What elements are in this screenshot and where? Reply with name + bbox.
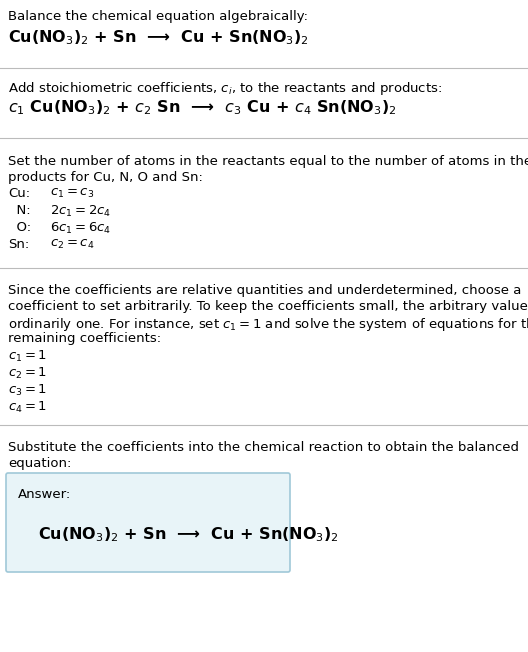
Text: $2 c_1 = 2 c_4$: $2 c_1 = 2 c_4$ <box>50 204 111 219</box>
Text: Cu:: Cu: <box>8 187 30 200</box>
Text: $c_1$ Cu(NO$_3$)$_2$ + $c_2$ Sn  ⟶  $c_3$ Cu + $c_4$ Sn(NO$_3$)$_2$: $c_1$ Cu(NO$_3$)$_2$ + $c_2$ Sn ⟶ $c_3$ … <box>8 98 397 117</box>
Text: Answer:: Answer: <box>18 488 71 501</box>
Text: $6 c_1 = 6 c_4$: $6 c_1 = 6 c_4$ <box>50 221 111 236</box>
Text: remaining coefficients:: remaining coefficients: <box>8 332 161 345</box>
Text: Balance the chemical equation algebraically:: Balance the chemical equation algebraica… <box>8 10 308 23</box>
Text: ordinarily one. For instance, set $c_1 = 1$ and solve the system of equations fo: ordinarily one. For instance, set $c_1 =… <box>8 316 528 333</box>
Text: Substitute the coefficients into the chemical reaction to obtain the balanced: Substitute the coefficients into the che… <box>8 441 519 454</box>
Text: coefficient to set arbitrarily. To keep the coefficients small, the arbitrary va: coefficient to set arbitrarily. To keep … <box>8 300 528 313</box>
Text: O:: O: <box>8 221 31 234</box>
Text: Since the coefficients are relative quantities and underdetermined, choose a: Since the coefficients are relative quan… <box>8 284 521 297</box>
Text: $c_2 = c_4$: $c_2 = c_4$ <box>50 238 95 251</box>
Text: N:: N: <box>8 204 31 217</box>
FancyBboxPatch shape <box>6 473 290 572</box>
Text: Cu(NO$_3$)$_2$ + Sn  ⟶  Cu + Sn(NO$_3$)$_2$: Cu(NO$_3$)$_2$ + Sn ⟶ Cu + Sn(NO$_3$)$_2… <box>8 28 309 47</box>
Text: Add stoichiometric coefficients, $c_i$, to the reactants and products:: Add stoichiometric coefficients, $c_i$, … <box>8 80 442 97</box>
Text: Set the number of atoms in the reactants equal to the number of atoms in the: Set the number of atoms in the reactants… <box>8 155 528 168</box>
Text: Sn:: Sn: <box>8 238 29 251</box>
Text: Cu(NO$_3$)$_2$ + Sn  ⟶  Cu + Sn(NO$_3$)$_2$: Cu(NO$_3$)$_2$ + Sn ⟶ Cu + Sn(NO$_3$)$_2… <box>38 525 339 544</box>
Text: equation:: equation: <box>8 457 71 470</box>
Text: $c_1 = 1$: $c_1 = 1$ <box>8 349 47 364</box>
Text: $c_4 = 1$: $c_4 = 1$ <box>8 400 47 415</box>
Text: $c_2 = 1$: $c_2 = 1$ <box>8 366 47 381</box>
Text: $c_3 = 1$: $c_3 = 1$ <box>8 383 47 398</box>
Text: products for Cu, N, O and Sn:: products for Cu, N, O and Sn: <box>8 171 203 184</box>
Text: $c_1 = c_3$: $c_1 = c_3$ <box>50 187 94 200</box>
